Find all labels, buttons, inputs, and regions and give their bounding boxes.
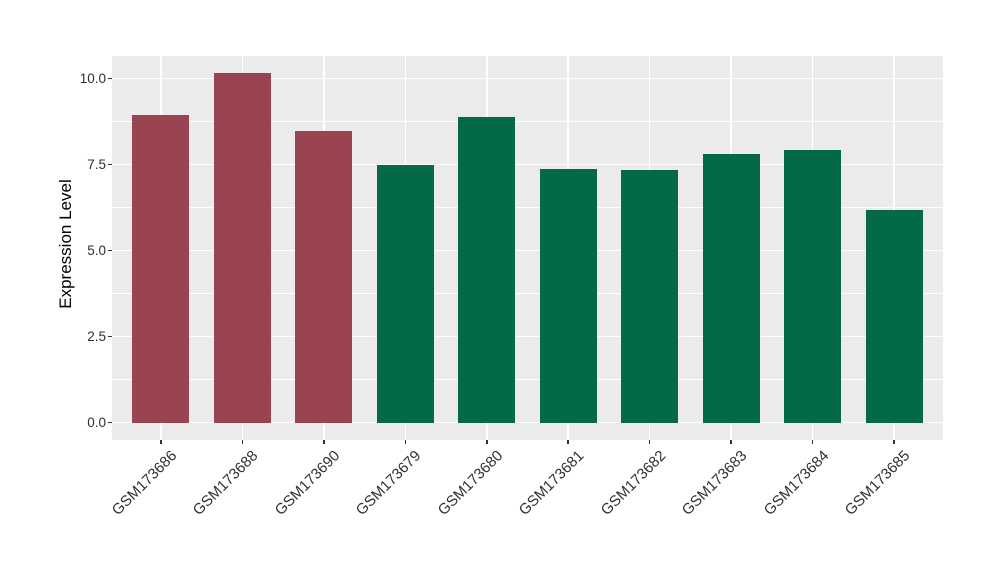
major-gridline bbox=[112, 77, 943, 80]
bar-GSM173688 bbox=[213, 73, 271, 423]
x-tick-mark bbox=[160, 440, 162, 444]
x-tick-mark bbox=[893, 440, 895, 444]
minor-gridline bbox=[112, 121, 943, 123]
minor-gridline bbox=[112, 207, 943, 209]
minor-gridline bbox=[112, 379, 943, 381]
y-tick-mark bbox=[108, 163, 112, 166]
y-tick-label: 2.5 bbox=[87, 329, 106, 345]
x-tick-label: GSM173688 bbox=[190, 447, 262, 519]
y-tick-mark bbox=[108, 421, 112, 424]
y-tick-mark bbox=[108, 77, 112, 80]
x-tick-mark bbox=[404, 440, 407, 444]
bar-GSM173690 bbox=[295, 130, 353, 423]
bar-GSM173679 bbox=[376, 164, 434, 423]
y-tick-mark bbox=[108, 335, 112, 338]
y-tick-label: 7.5 bbox=[87, 157, 106, 173]
x-tick-mark bbox=[648, 440, 651, 444]
x-tick-label: GSM173682 bbox=[597, 447, 670, 519]
y-tick-label: 10.0 bbox=[79, 71, 106, 87]
bar-GSM173683 bbox=[702, 154, 760, 423]
y-tick-label: 5.0 bbox=[87, 243, 106, 259]
x-tick-label: GSM173686 bbox=[108, 447, 181, 519]
plot-panel bbox=[112, 56, 943, 440]
x-tick-label: GSM173685 bbox=[841, 447, 914, 519]
x-tick-mark bbox=[486, 440, 488, 444]
major-gridline bbox=[112, 249, 943, 252]
bar-GSM173682 bbox=[621, 170, 679, 423]
major-gridline bbox=[112, 335, 943, 338]
x-tick-label: GSM173684 bbox=[760, 447, 832, 519]
y-tick-label: 0.0 bbox=[87, 415, 106, 431]
bar-GSM173685 bbox=[865, 209, 923, 423]
x-tick-label: GSM173680 bbox=[434, 447, 507, 519]
minor-gridline bbox=[112, 293, 943, 295]
x-tick-mark bbox=[241, 440, 244, 444]
y-tick-mark bbox=[108, 249, 112, 252]
major-gridline bbox=[112, 163, 943, 166]
x-tick-mark bbox=[811, 440, 814, 444]
x-tick-mark bbox=[730, 440, 732, 444]
x-tick-mark bbox=[323, 440, 325, 444]
x-tick-label: GSM173690 bbox=[271, 447, 344, 519]
x-tick-label: GSM173681 bbox=[515, 447, 588, 519]
major-gridline bbox=[112, 421, 943, 424]
bar-GSM173680 bbox=[458, 117, 516, 423]
bar-GSM173681 bbox=[539, 169, 597, 423]
bar-GSM173686 bbox=[132, 115, 190, 423]
x-tick-label: GSM173679 bbox=[353, 447, 425, 519]
x-tick-mark bbox=[567, 440, 569, 444]
bar-GSM173684 bbox=[784, 150, 842, 423]
x-tick-label: GSM173683 bbox=[678, 447, 751, 519]
